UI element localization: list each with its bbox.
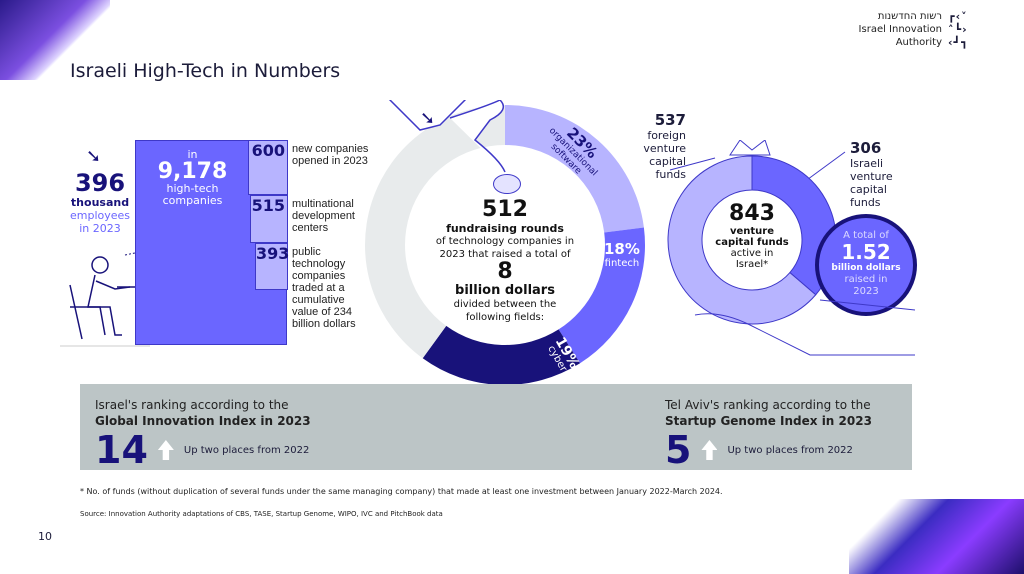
rankings-band: [80, 384, 912, 470]
coin-text: A total of: [843, 230, 889, 241]
foreign-vc-value: 537: [654, 111, 686, 129]
fields-donut-chart: [365, 100, 645, 385]
vc-total-label: venture capital funds: [715, 226, 789, 248]
companies-pre: in: [187, 148, 198, 161]
coin-unit: billion dollars: [831, 263, 901, 273]
footnote: * No. of funds (without duplication of s…: [80, 487, 723, 496]
field-pct: 18%: [604, 240, 640, 258]
stat-box-public: 393: [255, 243, 290, 290]
donut-segment-other: [365, 105, 505, 359]
bag-tie-icon: [729, 140, 771, 156]
stat-box-new-companies: 600: [248, 140, 288, 195]
employees-stat: 396 thousand employees in 2023: [62, 170, 138, 235]
employees-value: 396: [74, 169, 126, 197]
foreign-pointer-line: [669, 157, 716, 171]
stat-value: 393: [256, 244, 290, 263]
logo: רשות החדשנות Israel Innovation Authority: [859, 10, 942, 49]
vc-segment-foreign: [667, 155, 817, 325]
coin-circle: [815, 214, 917, 316]
stat-label: multinational development centers: [292, 198, 355, 234]
coin-stat: A total of 1.52 billion dollars raised i…: [816, 230, 916, 298]
vc-total-value: 843: [729, 201, 775, 226]
ranking-value: 5: [665, 428, 692, 472]
coin-value: 1.52: [841, 240, 891, 264]
employees-year: in 2023: [79, 222, 121, 235]
field-label-fintech: 18% fintech: [604, 240, 640, 269]
field-name: fintech: [604, 258, 640, 269]
logo-line: Authority: [895, 37, 942, 48]
ranking-title: Global Innovation Index in 2023: [95, 414, 311, 428]
coin-text: raised in: [844, 274, 888, 285]
coin-text: 2023: [853, 286, 879, 297]
ranking-note: Up two places from 2022: [183, 444, 310, 456]
fundraising-amount: 8: [497, 259, 513, 284]
logo-mark-icon: ┏‹˅ ˄┗› ‹┛┓: [948, 10, 969, 49]
ranking-text: Israel's ranking according to the: [95, 398, 289, 412]
coin-icon: [493, 174, 521, 194]
companies-value: 9,178: [157, 159, 228, 184]
source-note: Source: Innovation Authority adaptations…: [80, 510, 443, 518]
hand-illustration: [388, 100, 506, 173]
donut-segment-organizational-software: [505, 105, 644, 233]
foreign-vc-stat: 537 foreign venture capital funds: [630, 111, 686, 182]
donut-segment-fintech: [558, 227, 645, 364]
employees-unit: thousand: [70, 196, 130, 209]
vc-funds-donut: [667, 140, 917, 356]
fundraising-unit: billion dollars: [455, 283, 555, 298]
arrow-up-icon: [157, 440, 174, 460]
israeli-vc-value: 306: [850, 139, 882, 157]
companies-label: companies: [162, 194, 223, 207]
ranking-startup-genome: Tel Aviv's ranking according to the Star…: [665, 397, 872, 469]
vc-text: Israel*: [735, 259, 769, 270]
fundraising-text: of technology companies in: [435, 236, 575, 247]
fundraising-text: divided between the: [453, 299, 557, 310]
israeli-vc-label: Israeli venture capital funds: [850, 157, 893, 209]
stat-label: public technology companies traded at a …: [292, 246, 356, 330]
fundraising-label: fundraising rounds: [446, 222, 564, 235]
stat-label: new companies opened in 2023: [292, 143, 369, 167]
arrow-down-right-icon: ➘: [420, 108, 436, 129]
ranking-gii: Israel's ranking according to the Global…: [95, 397, 311, 469]
fundraising-text: 2023 that raised a total of: [439, 249, 571, 260]
stat-value: 600: [251, 141, 285, 160]
page-title: Israeli High-Tech in Numbers: [70, 60, 341, 82]
logo-line: Israel Innovation: [858, 24, 942, 35]
foreign-vc-label: foreign venture capital funds: [643, 129, 686, 181]
israeli-vc-stat: 306 Israeli venture capital funds: [850, 139, 910, 210]
logo-hebrew: רשות החדשנות: [877, 11, 942, 22]
arrow-up-icon: [701, 440, 718, 460]
ranking-text: Tel Aviv's ranking according to the: [665, 398, 871, 412]
ranking-value: 14: [95, 428, 148, 472]
stat-box-multinational: 515: [250, 195, 288, 243]
vc-total-stat: 843 venture capital funds active in Isra…: [702, 201, 802, 271]
vc-text: active in: [730, 248, 774, 259]
fundraising-stat: 512 fundraising rounds of technology com…: [415, 198, 595, 324]
fundraising-text: following fields:: [465, 312, 545, 323]
companies-stat: in 9,178 high-tech companies: [140, 148, 245, 207]
fundraising-value: 512: [482, 197, 528, 222]
employees-label: employees: [69, 209, 131, 222]
vc-segment-israeli: [751, 155, 837, 296]
corner-decoration: [0, 0, 110, 80]
corner-decoration: [849, 499, 1024, 574]
hand-illustration: [694, 299, 916, 356]
stat-value: 515: [251, 196, 285, 215]
page-number: 10: [38, 530, 52, 543]
arrow-down-right-icon: ➘: [86, 146, 102, 167]
companies-label: high-tech: [166, 182, 219, 195]
ranking-note: Up two places from 2022: [727, 444, 853, 456]
donut-segment-cyber: [422, 325, 581, 385]
ranking-title: Startup Genome Index in 2023: [665, 414, 872, 428]
